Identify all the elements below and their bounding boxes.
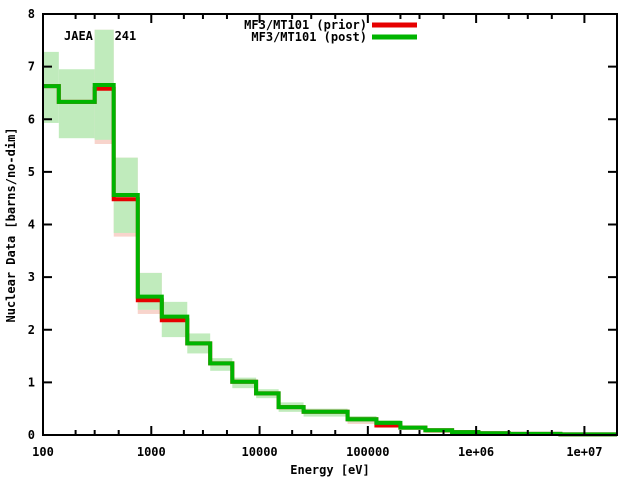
plot-border-and-ticks <box>42 13 618 436</box>
post-step-curve <box>43 83 617 437</box>
svg-text:100: 100 <box>32 445 54 459</box>
svg-text:0: 0 <box>28 428 35 442</box>
svg-text:10000: 10000 <box>242 445 278 459</box>
annotation-label: JAEA 241 <box>64 29 136 43</box>
prior-step-curve <box>43 84 617 437</box>
svg-text:1: 1 <box>28 375 35 389</box>
svg-text:1e+06: 1e+06 <box>458 445 494 459</box>
svg-text:2: 2 <box>28 323 35 337</box>
legend: MF3/MT101 (prior) MF3/MT101 (post) <box>244 18 417 44</box>
svg-text:7: 7 <box>28 60 35 74</box>
svg-text:4: 4 <box>28 218 35 232</box>
svg-text:6: 6 <box>28 112 35 126</box>
svg-text:3: 3 <box>28 270 35 284</box>
y-axis-title: Nuclear Data [barns/no-dim] <box>4 127 18 322</box>
legend-label-post: MF3/MT101 (post) <box>251 30 367 44</box>
svg-text:8: 8 <box>28 7 35 21</box>
svg-text:100000: 100000 <box>346 445 389 459</box>
svg-text:5: 5 <box>28 165 35 179</box>
post-uncertainty-band <box>43 29 617 435</box>
svg-text:1e+07: 1e+07 <box>566 445 602 459</box>
prior-uncertainty-band <box>94 29 453 433</box>
tick-labels: 100 1000 10000 100000 1e+06 1e+07 0 1 2 3 4 5 6 7 8 <box>28 7 603 459</box>
svg-text:1000: 1000 <box>137 445 166 459</box>
legend-label-prior: MF3/MT101 (prior) <box>244 18 367 32</box>
x-axis-title: Energy [eV] <box>290 463 369 477</box>
